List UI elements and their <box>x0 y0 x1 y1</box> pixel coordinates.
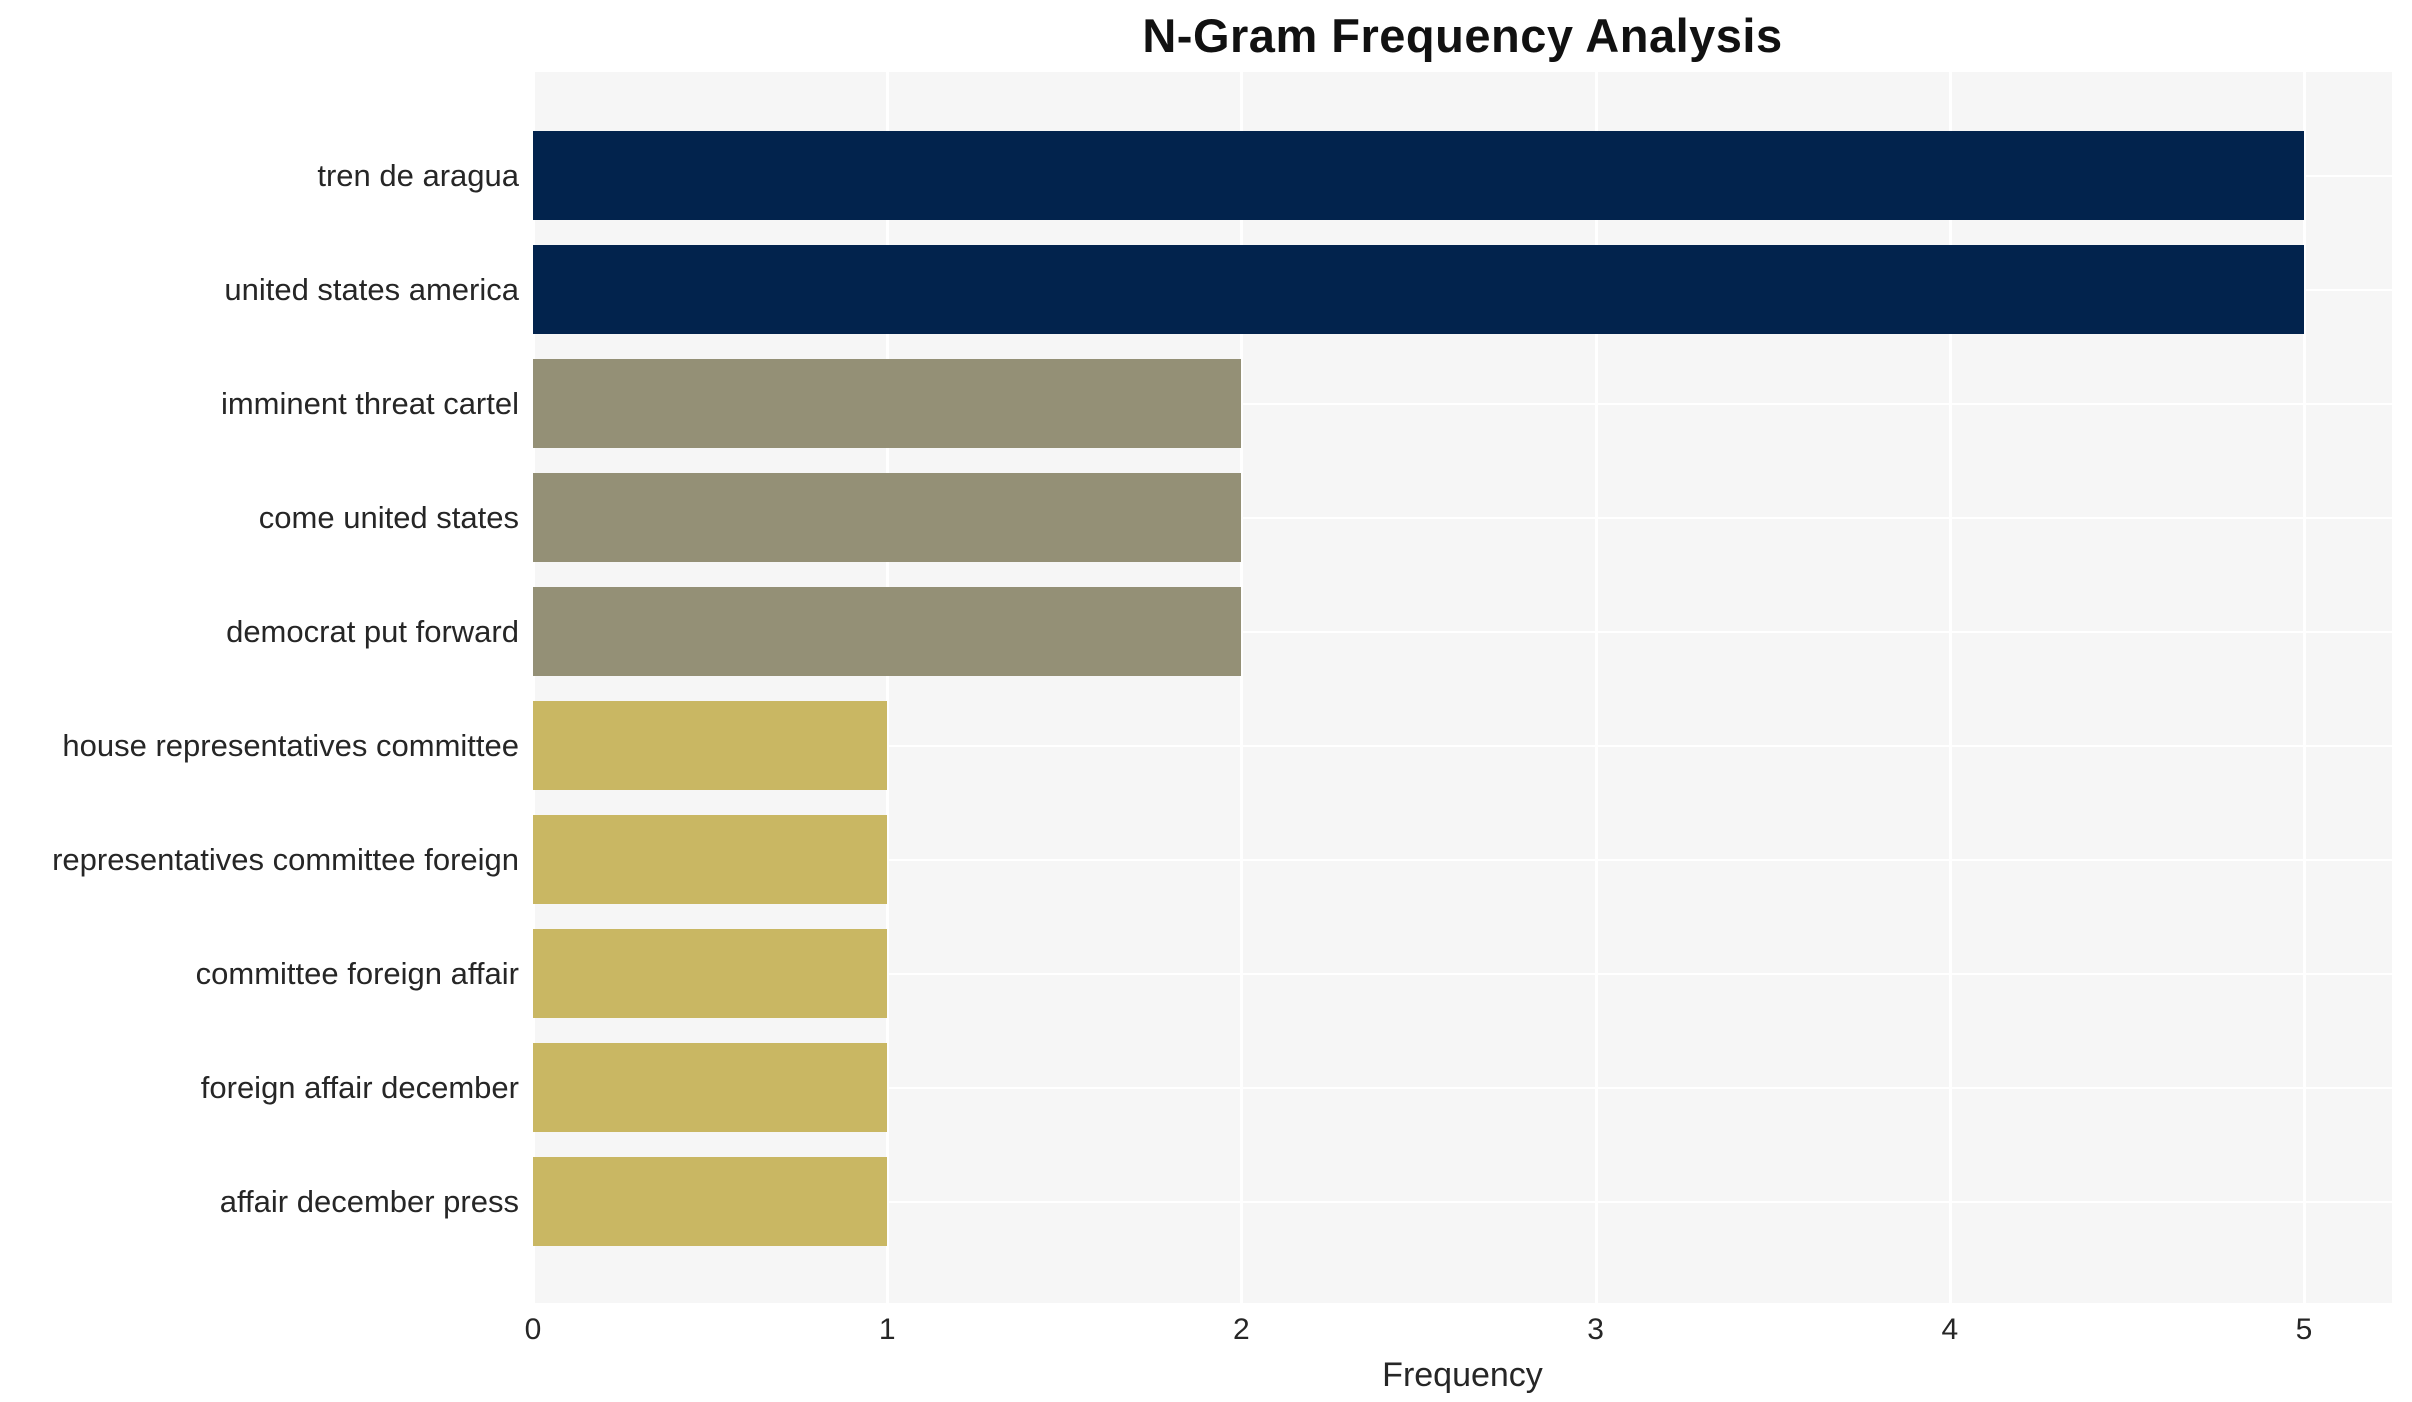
bar-imminent-threat-cartel <box>533 359 1242 448</box>
category-label: committee foreign affair <box>195 955 519 991</box>
bar-affair-december-press <box>533 1157 888 1246</box>
category-label: democrat put forward <box>226 613 519 649</box>
y-gridline <box>533 630 2392 633</box>
category-label: house representatives committee <box>62 727 519 763</box>
y-gridline <box>533 858 2392 861</box>
x-tick-label: 0 <box>524 1313 542 1346</box>
x-gridline <box>886 72 890 1303</box>
category-label: foreign affair december <box>200 1069 519 1105</box>
category-label: imminent threat cartel <box>220 385 519 421</box>
bar-tren-de-aragua <box>533 131 2304 220</box>
x-gridline <box>532 72 535 1303</box>
y-gridline <box>533 1086 2392 1089</box>
category-label: tren de aragua <box>317 157 519 193</box>
bar-committee-foreign-affair <box>533 929 888 1018</box>
bar-democrat-put-forward <box>533 587 1242 676</box>
category-label: representatives committee foreign <box>52 841 519 877</box>
category-label: affair december press <box>219 1183 519 1219</box>
x-tick-label: 3 <box>1587 1313 1604 1346</box>
category-label: come united states <box>258 499 519 535</box>
x-tick-label: 5 <box>2295 1313 2313 1346</box>
bar-foreign-affair-december <box>533 1043 888 1132</box>
bar-united-states-america <box>533 245 2304 334</box>
bar-representatives-committee-foreign <box>533 815 888 904</box>
y-gridline <box>533 1200 2392 1203</box>
bar-come-united-states <box>533 473 1242 562</box>
x-gridline <box>2303 72 2306 1303</box>
x-gridline <box>1240 72 1244 1303</box>
x-gridline <box>1594 72 1598 1303</box>
y-gridline <box>533 402 2392 405</box>
chart-title: N-Gram Frequency Analysis <box>1142 9 1783 62</box>
x-axis-title: Frequency <box>1382 1356 1543 1394</box>
y-gridline <box>533 972 2392 975</box>
x-tick-label: 1 <box>878 1313 896 1346</box>
x-tick-label: 4 <box>1941 1313 1959 1346</box>
y-gridline <box>533 744 2392 747</box>
x-tick-label: 2 <box>1233 1313 1250 1346</box>
category-label: united states america <box>224 271 519 307</box>
y-gridline <box>533 516 2392 519</box>
bar-house-representatives-committee <box>533 701 888 790</box>
x-gridline <box>1948 72 1952 1303</box>
